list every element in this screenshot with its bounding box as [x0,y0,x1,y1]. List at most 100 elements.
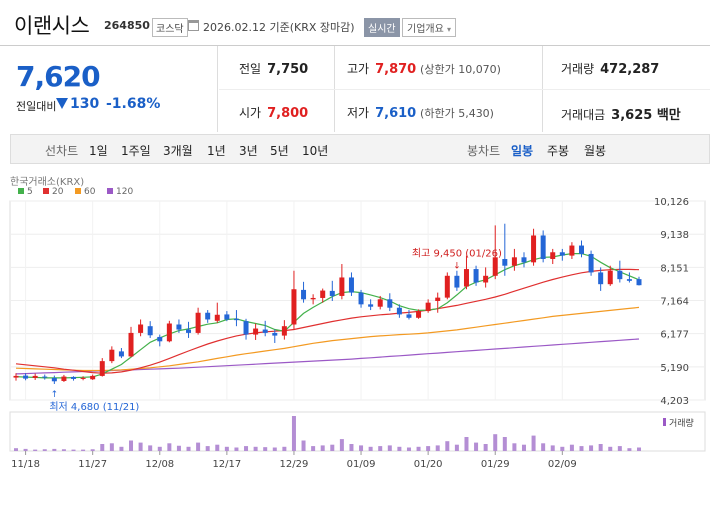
realtime-button[interactable]: 실시간 [364,18,400,37]
volume-bar [579,446,584,451]
volume-bar [569,444,574,451]
tab-3m[interactable]: 3개월 [163,144,193,158]
stat-open-label: 시가 [239,106,262,120]
stat-volume-label: 거래량 [561,62,595,76]
candle-body [607,270,613,285]
current-price: 7,620 [16,60,101,93]
volume-bar [320,445,325,451]
candle-body [435,297,441,301]
stock-header: 이랜시스 264850 코스닥 2026.02.12 기준(KRX 장마감) 실… [0,0,710,46]
chevron-down-icon: ▾ [447,25,452,34]
tab-monthly[interactable]: 월봉 [584,144,607,158]
candle [473,265,479,286]
candle-body [511,257,517,266]
volume-bar [148,445,153,451]
candle-body [253,328,259,335]
candle-body [233,318,239,321]
volume-label: 거래량 [669,417,694,429]
corp-info-dropdown[interactable]: 기업개요 ▾ [402,18,457,37]
candle [617,260,623,283]
tab-3y[interactable]: 3년 [239,144,258,158]
volume-bar [234,447,239,451]
stat-high-value: 7,870 [375,62,417,77]
line-ma20 [15,268,640,374]
volume-bar [330,444,335,451]
volume-bar [368,446,373,451]
volume-bar [560,446,565,451]
candle-body [186,329,192,333]
candle-body [521,257,527,263]
tab-10y[interactable]: 10년 [302,144,329,158]
stat-lower-limit: (하한가 5,430) [420,107,494,120]
candle-body [224,314,230,320]
legend-label-20: 20 [52,187,64,197]
volume-bar [291,416,296,451]
volume-bar [435,445,440,451]
stat-upper-limit: (상한가 10,070) [420,63,501,76]
tab-1y[interactable]: 1년 [207,144,226,158]
candles [13,223,642,384]
candle [176,319,182,333]
low-annotation: 최저 4,680 (11/21) [49,401,139,413]
candle-body [281,326,287,336]
price-chart[interactable]: 한국거래소(KRX) 5 20 60 120 10,126 9,138 8,151 7,16… [0,168,710,509]
candle-body [243,321,249,335]
candle-body [42,376,48,378]
volume-bar [502,437,507,451]
y-tick-label: 8,151 [660,263,689,274]
legend-swatch-120 [107,188,113,194]
volume-bar [81,449,86,451]
candle [598,267,604,291]
tab-daily[interactable]: 일봉 [511,144,534,158]
volume-bar [244,446,249,451]
volume-bar [550,445,555,451]
high-annotation: 최고 9,450 (01/26) [412,248,502,260]
stat-volume-value: 472,287 [600,62,660,77]
candle-chart-label: 봉차트 [467,144,501,158]
candle-body [444,275,450,298]
tab-1w[interactable]: 1주일 [121,144,151,158]
candle-body [128,332,134,357]
stat-prev-value: 7,750 [267,62,309,77]
candle [463,255,469,290]
candle [550,248,556,265]
candle-body [569,245,575,256]
volume-bar [90,449,95,451]
candle-body [473,269,479,283]
candle [42,374,48,380]
candle [540,230,546,263]
candle-body [348,277,354,293]
tab-1d[interactable]: 1일 [89,144,108,158]
x-tick-label: 11/27 [78,459,107,470]
candle-body [550,252,556,259]
candle [186,321,192,338]
candle [253,323,259,340]
price-summary: 7,620 전일대비 130 -1.68% [0,46,218,132]
candle [71,376,77,381]
candle [531,228,537,266]
candle-body [80,377,86,379]
candle-body [291,289,297,325]
volume-bar [157,446,162,451]
candle-body [205,312,211,320]
volume-bar [61,449,66,451]
candle [578,240,584,258]
stat-high-label: 고가 [347,62,370,76]
candle [511,248,517,271]
stat-open-value: 7,800 [267,106,309,121]
candle [416,309,422,319]
candle-body [320,290,326,298]
down-triangle-icon [56,98,68,109]
candle [243,318,249,340]
calendar-icon [188,20,199,31]
volume-bar [637,447,641,451]
x-tick-label: 02/09 [548,459,577,470]
candle [301,281,307,303]
y-tick-label: 7,164 [660,297,689,308]
candle [329,280,335,301]
tab-5y[interactable]: 5년 [270,144,289,158]
stat-low: 저가 7,610 (하한가 5,430) [347,104,494,121]
candle [492,225,498,280]
tab-weekly[interactable]: 주봉 [547,144,570,158]
volume-bar [71,449,76,451]
